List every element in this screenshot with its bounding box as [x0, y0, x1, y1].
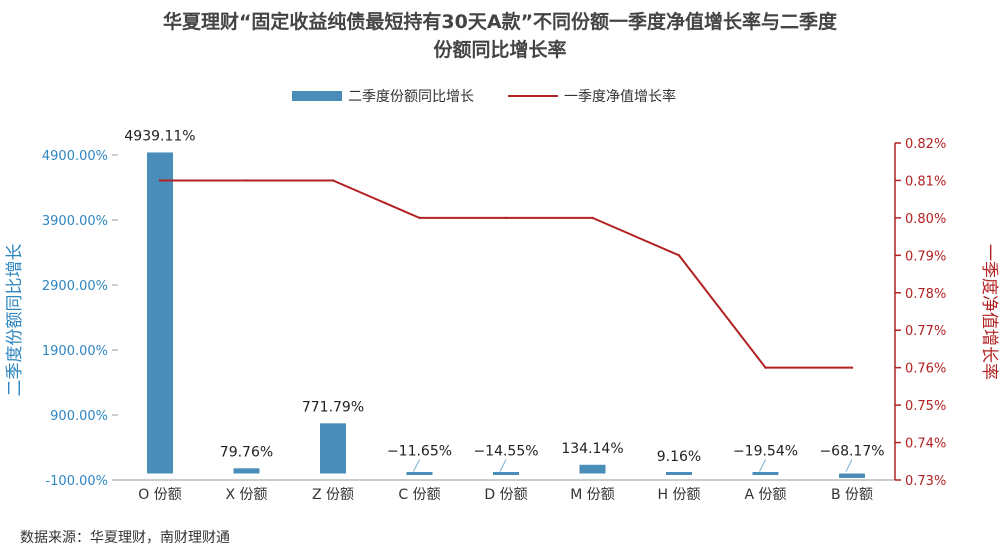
data-label-leader [413, 459, 420, 472]
right-tick-label: 0.82% [905, 137, 946, 152]
bar-data-label: 134.14% [561, 441, 623, 457]
category-label: Z 份额 [312, 487, 354, 503]
category-label: X 份额 [225, 487, 267, 503]
right-axis: 0.73% 0.74% 0.75% 0.76% 0.77% 0.78% 0.79% 0.80%… [118, 137, 946, 489]
left-tick-label: 2900.00% [42, 279, 108, 294]
legend-bar-swatch [292, 91, 342, 101]
right-tick-label: 0.76% [905, 362, 946, 377]
legend: 二季度份额同比增长 一季度净值增长率 [292, 88, 676, 105]
data-label-leader [759, 459, 766, 472]
bar-data-label: 9.16% [657, 449, 701, 465]
chart-title-line-1: 华夏理财“固定收益纯债最短持有30天A款”不同份额一季度净值增长率与二季度 [163, 10, 838, 33]
right-tick-label: 0.80% [905, 212, 946, 227]
category-label: M 份额 [570, 487, 615, 503]
line-point [158, 179, 162, 182]
right-tick-label: 0.75% [905, 399, 946, 414]
bar-data-labels: 4939.11% 79.76% 771.79% −11.65% −14.55% 134.1… [124, 128, 885, 472]
legend-line-label: 一季度净值增长率 [564, 88, 676, 105]
bar [752, 472, 779, 475]
bar [320, 423, 346, 474]
category-labels: O 份额 X 份额 Z 份额 C 份额 D 份额 M 份额 H 份额 A 份额 B 份额 [138, 487, 873, 503]
right-tick-label: 0.78% [905, 287, 946, 302]
line-point [331, 179, 335, 182]
left-tick-label: 1900.00% [42, 344, 108, 359]
bar [493, 472, 519, 475]
category-label: B 份额 [831, 487, 873, 503]
bar [666, 472, 692, 475]
right-axis-title: 一季度净值增长率 [979, 244, 999, 380]
bar-data-label: −14.55% [473, 444, 538, 460]
chart-title-line-2: 份额同比增长率 [433, 38, 566, 61]
bar [147, 152, 173, 474]
line-series [158, 179, 854, 369]
line-point [764, 366, 767, 369]
bar-data-label: −68.17% [819, 444, 884, 460]
bar-data-label: −19.54% [733, 444, 798, 460]
category-label: D 份额 [484, 487, 527, 503]
line-path [160, 179, 852, 369]
bar [579, 464, 606, 474]
line-point [504, 216, 508, 220]
left-axis-ticks: -100.00% 900.00% 1900.00% 2900.00% 3900.00% 4… [42, 149, 118, 489]
line-point [677, 254, 681, 257]
line-point [418, 216, 421, 220]
category-label: C 份额 [398, 487, 440, 503]
legend-bar-label: 二季度份额同比增长 [348, 89, 474, 105]
data-label-leader [845, 459, 853, 472]
left-tick-label: 3900.00% [42, 214, 108, 229]
category-label: H 份额 [658, 487, 701, 503]
line-point [850, 366, 854, 369]
right-tick-label: 0.74% [905, 437, 946, 452]
bar [839, 473, 865, 478]
category-label: O 份额 [138, 487, 181, 503]
left-tick-label: 4900.00% [42, 149, 108, 164]
data-label-leader [499, 459, 507, 472]
bar [233, 468, 260, 474]
source-note: 数据来源：华夏理财，南财理财通 [20, 530, 230, 546]
left-tick-label: 900.00% [50, 409, 108, 424]
right-tick-label: 0.73% [905, 474, 946, 489]
left-tick-label: -100.00% [45, 474, 108, 489]
bar-data-label: −11.65% [387, 444, 452, 460]
bar-data-label: 771.79% [302, 399, 364, 415]
category-label: A 份额 [744, 487, 786, 503]
line-point [591, 216, 594, 220]
line-point [245, 179, 248, 182]
bar-series [147, 152, 865, 478]
bar-data-label: 79.76% [220, 444, 273, 460]
bar-data-label: 4939.11% [124, 128, 195, 144]
right-tick-label: 0.77% [905, 324, 946, 339]
bar [406, 472, 433, 475]
right-tick-label: 0.79% [905, 249, 946, 264]
right-tick-label: 0.81% [905, 174, 946, 189]
left-axis-title: 二季度份额同比增长 [5, 244, 25, 397]
